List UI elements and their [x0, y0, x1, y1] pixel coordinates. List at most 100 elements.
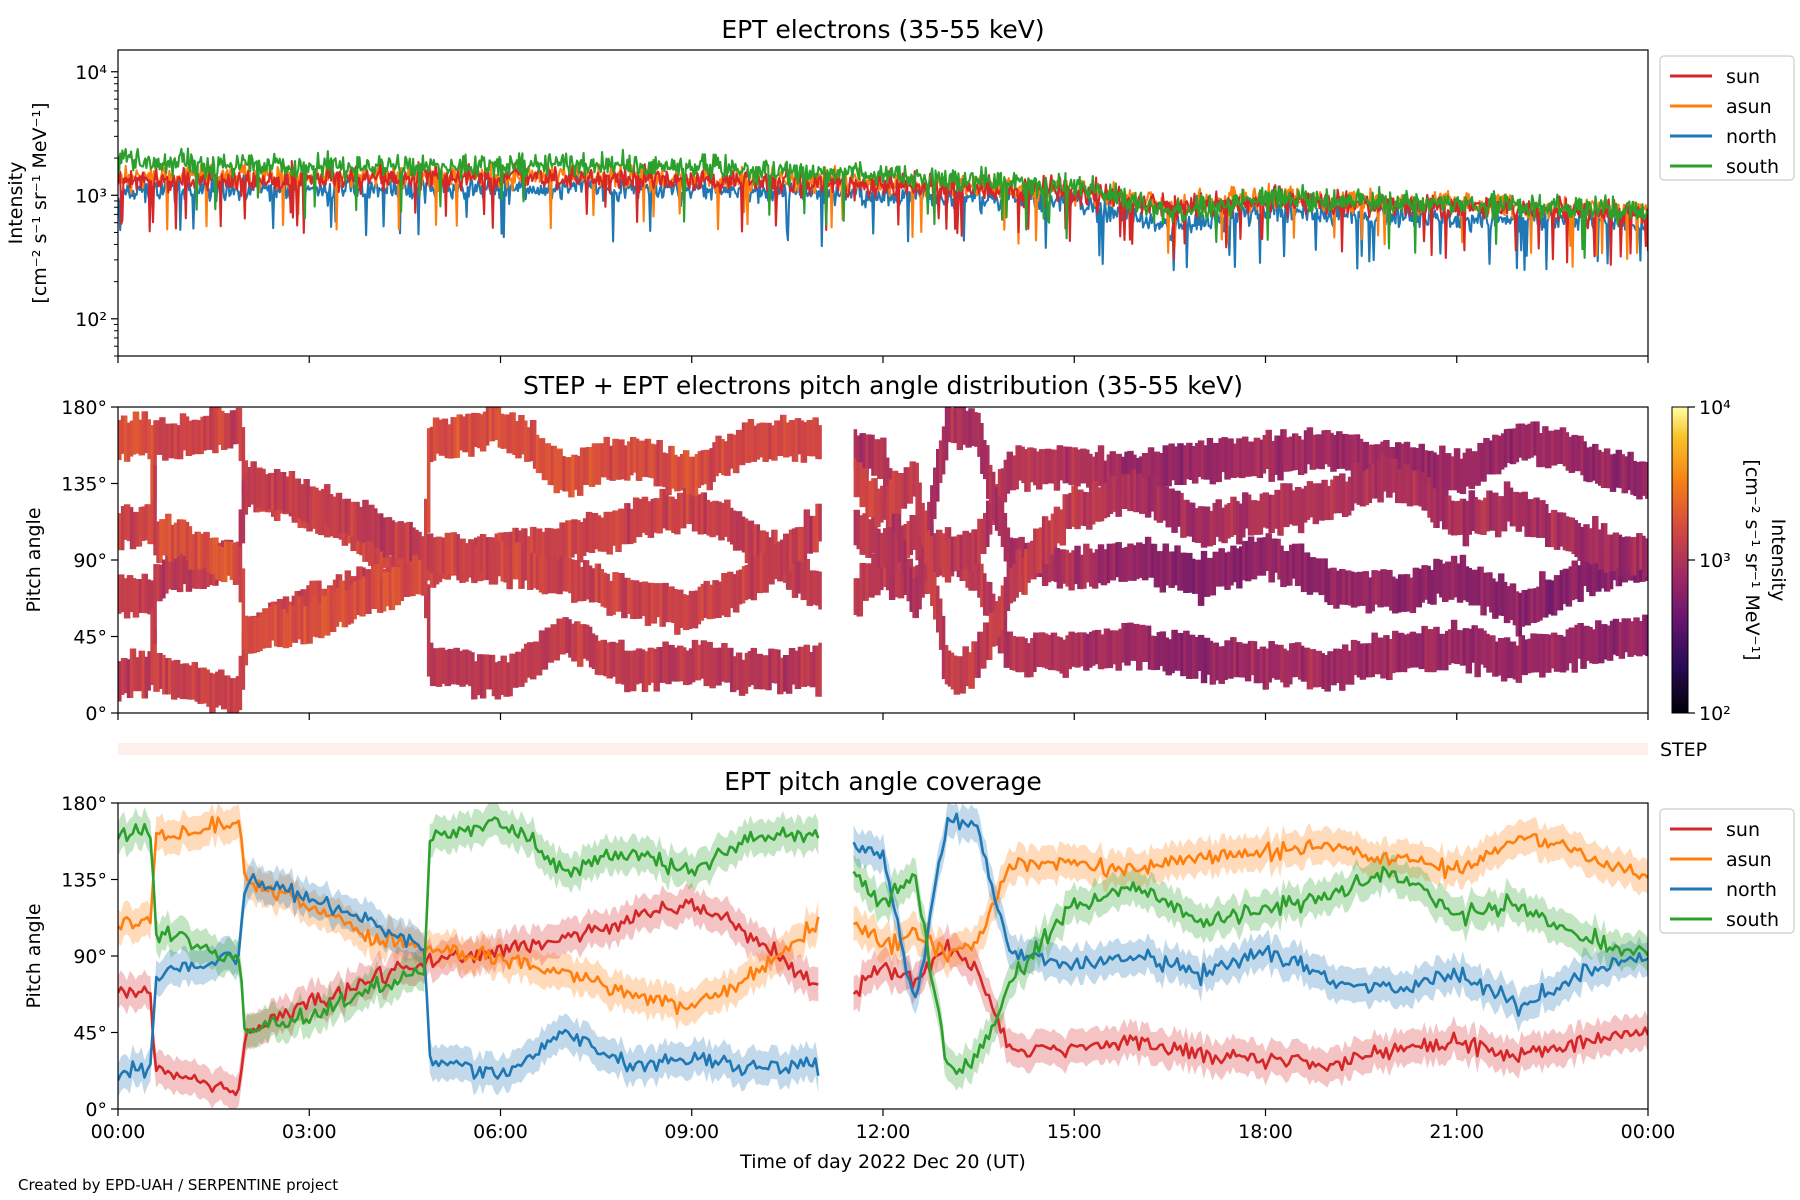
series-asun-line: [118, 815, 820, 1016]
heatmap-cell: [815, 503, 819, 553]
heatmap-cell: [1324, 655, 1328, 692]
heatmap-cell: [194, 662, 199, 702]
heatmap-cell: [185, 416, 190, 456]
heatmap-cell: [321, 488, 325, 525]
heatmap-cell: [800, 526, 805, 563]
heatmap-cell: [697, 644, 702, 681]
heatmap-cell: [1194, 559, 1199, 594]
heatmap-cell: [1203, 550, 1208, 597]
heatmap-cell: [1321, 479, 1325, 521]
heatmap-cell: [353, 501, 357, 537]
heatmap-cell: [532, 420, 537, 469]
heatmap-cell: [703, 640, 708, 687]
heatmap-cell: [1080, 448, 1084, 484]
credit-text: Created by EPD-UAH / SERPENTINE project: [18, 1176, 338, 1194]
heatmap-cell: [324, 484, 328, 523]
ytick-label: 10⁴: [75, 62, 107, 84]
heatmap-cell: [485, 407, 490, 446]
heatmap-cell: [1191, 634, 1196, 679]
heatmap-cell: [1280, 545, 1284, 587]
heatmap-cell: [394, 567, 399, 606]
heatmap-cell: [1071, 447, 1075, 486]
heatmap-cell: [756, 653, 761, 690]
heatmap-cell: [1527, 499, 1531, 537]
heatmap-cell: [1527, 588, 1531, 626]
heatmap-cell: [1453, 448, 1458, 491]
heatmap-cell: [1442, 445, 1446, 499]
heatmap-cell: [171, 423, 175, 459]
heatmap-cell: [1612, 618, 1617, 655]
heatmap-cell: [938, 598, 943, 650]
heatmap-cell: [1124, 623, 1128, 666]
heatmap-cell: [665, 453, 669, 496]
heatmap-cell: [665, 582, 669, 623]
heatmap-cell: [1109, 630, 1114, 669]
heatmap-cell: [1077, 449, 1081, 487]
heatmap-cell: [1062, 549, 1067, 584]
heatmap-cell: [877, 488, 881, 527]
heatmap-cell: [1621, 537, 1626, 577]
heatmap-cell: [1453, 501, 1458, 536]
heatmap-cell: [674, 499, 678, 535]
heatmap-cell: [1221, 548, 1225, 587]
heatmap-cell: [1383, 569, 1387, 607]
heatmap-cell: [1247, 441, 1252, 477]
heatmap-cell: [1183, 445, 1187, 485]
heatmap-cell: [265, 474, 269, 511]
heatmap-cell: [120, 658, 125, 695]
heatmap-cell: [638, 582, 643, 619]
heatmap-cell: [1139, 624, 1143, 671]
heatmap-cell: [715, 580, 719, 618]
heatmap-cell: [1386, 635, 1390, 681]
heatmap-cell: [1021, 558, 1025, 595]
heatmap-cell: [1456, 629, 1461, 665]
heatmap-cell: [962, 407, 966, 445]
heatmap-cell: [1271, 494, 1275, 533]
heatmap-cell: [1339, 649, 1343, 691]
heatmap-cell: [1603, 448, 1608, 488]
heatmap-cell: [350, 585, 354, 624]
heatmap-cell: [438, 536, 443, 574]
heatmap-cell: [980, 423, 984, 474]
heatmap-cell: [1253, 437, 1258, 477]
heatmap-cell: [730, 433, 734, 469]
heatmap-cell: [529, 526, 534, 573]
heatmap-cell: [262, 608, 266, 648]
heatmap-cell: [273, 604, 278, 647]
heatmap-cell: [974, 641, 978, 678]
heatmap-cell: [159, 519, 163, 564]
heatmap-cell: [1203, 637, 1208, 684]
heatmap-cell: [168, 553, 172, 590]
heatmap-cell: [744, 518, 749, 564]
heatmap-cell: [968, 652, 972, 689]
heatmap-cell: [1630, 451, 1634, 495]
heatmap-cell: [1559, 570, 1564, 611]
legend-label-sun: sun: [1726, 66, 1760, 88]
heatmap-cell: [397, 566, 402, 606]
heatmap-cell: [933, 533, 937, 577]
heatmap-cell: [1480, 442, 1484, 482]
heatmap-cell: [1409, 631, 1414, 668]
heatmap-cell: [703, 580, 708, 618]
heatmap-cell: [1239, 642, 1243, 678]
heatmap-cell: [1468, 490, 1473, 535]
series-sun-line: [118, 160, 1648, 266]
heatmap-cell: [1406, 633, 1411, 669]
heatmap-cell: [562, 456, 566, 492]
heatmap-cell: [1156, 486, 1161, 523]
heatmap-cell: [259, 613, 263, 652]
heatmap-cell: [953, 407, 958, 444]
heatmap-cell: [1141, 453, 1146, 491]
heatmap-cell: [306, 606, 310, 644]
heatmap-cell: [574, 519, 578, 555]
heatmap-cell: [1330, 479, 1334, 520]
heatmap-cell: [532, 641, 537, 680]
colorbar-tick-label: 10⁴: [1699, 397, 1731, 419]
heatmap-cell: [1091, 552, 1096, 589]
heatmap-cell: [544, 556, 549, 595]
heatmap-cell: [1286, 551, 1290, 586]
ytick-label: 135°: [61, 474, 107, 496]
heatmap-cell: [503, 655, 507, 697]
heatmap-cell: [891, 555, 896, 600]
heatmap-cell: [491, 550, 496, 585]
